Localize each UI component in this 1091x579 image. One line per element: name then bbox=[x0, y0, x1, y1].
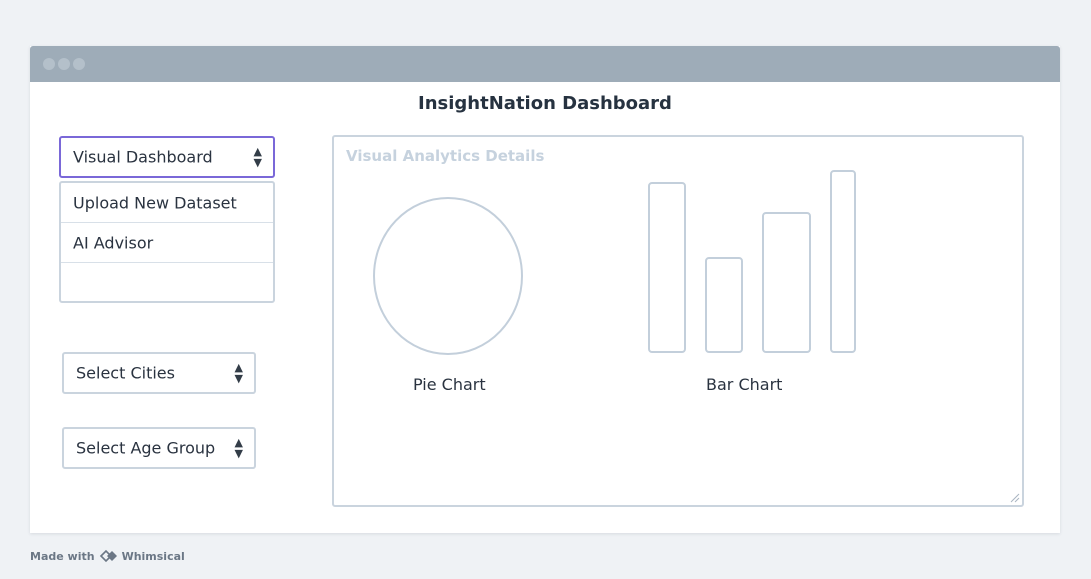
footer-watermark: Made with Whimsical bbox=[30, 549, 185, 563]
view-select[interactable]: Visual Dashboard ▲ ▼ bbox=[59, 136, 275, 178]
bar-placeholder bbox=[830, 170, 856, 353]
menu-item-label: AI Advisor bbox=[73, 233, 154, 252]
whimsical-logo-icon bbox=[99, 549, 117, 563]
bar-placeholder bbox=[762, 212, 811, 353]
resize-handle-icon[interactable] bbox=[1010, 493, 1020, 503]
footer-brand: Whimsical bbox=[121, 549, 185, 563]
view-dropdown-menu: Upload New Dataset AI Advisor bbox=[59, 181, 275, 303]
visual-analytics-panel: Visual Analytics Details Pie Chart Bar C… bbox=[332, 135, 1024, 507]
bar-placeholder bbox=[705, 257, 743, 353]
updown-arrows-icon: ▲ ▼ bbox=[234, 361, 243, 385]
menu-item-upload-dataset[interactable]: Upload New Dataset bbox=[61, 183, 273, 223]
pie-chart-label: Pie Chart bbox=[413, 375, 486, 394]
app-window: InsightNation Dashboard Visual Dashboard… bbox=[30, 46, 1060, 533]
footer-made-with: Made with bbox=[30, 549, 95, 563]
bar-chart-label: Bar Chart bbox=[706, 375, 783, 394]
window-dot-icon[interactable] bbox=[58, 58, 70, 70]
menu-item-label: Upload New Dataset bbox=[73, 193, 237, 212]
updown-arrows-icon: ▲ ▼ bbox=[253, 145, 262, 169]
cities-select[interactable]: Select Cities ▲ ▼ bbox=[62, 352, 256, 394]
pie-chart-placeholder bbox=[373, 197, 523, 355]
menu-item-empty[interactable] bbox=[61, 263, 273, 303]
updown-arrows-icon: ▲ ▼ bbox=[234, 436, 243, 460]
cities-select-label: Select Cities bbox=[76, 363, 175, 383]
bar-placeholder bbox=[648, 182, 686, 353]
charts-placeholder bbox=[373, 170, 856, 355]
age-group-select[interactable]: Select Age Group ▲ ▼ bbox=[62, 427, 256, 469]
age-group-select-label: Select Age Group bbox=[76, 438, 216, 458]
window-titlebar bbox=[30, 46, 1060, 82]
window-dot-icon[interactable] bbox=[43, 58, 55, 70]
view-select-label: Visual Dashboard bbox=[73, 147, 213, 167]
menu-item-ai-advisor[interactable]: AI Advisor bbox=[61, 223, 273, 263]
window-dot-icon[interactable] bbox=[73, 58, 85, 70]
panel-title: Visual Analytics Details bbox=[346, 147, 545, 165]
page-title: InsightNation Dashboard bbox=[418, 93, 672, 114]
